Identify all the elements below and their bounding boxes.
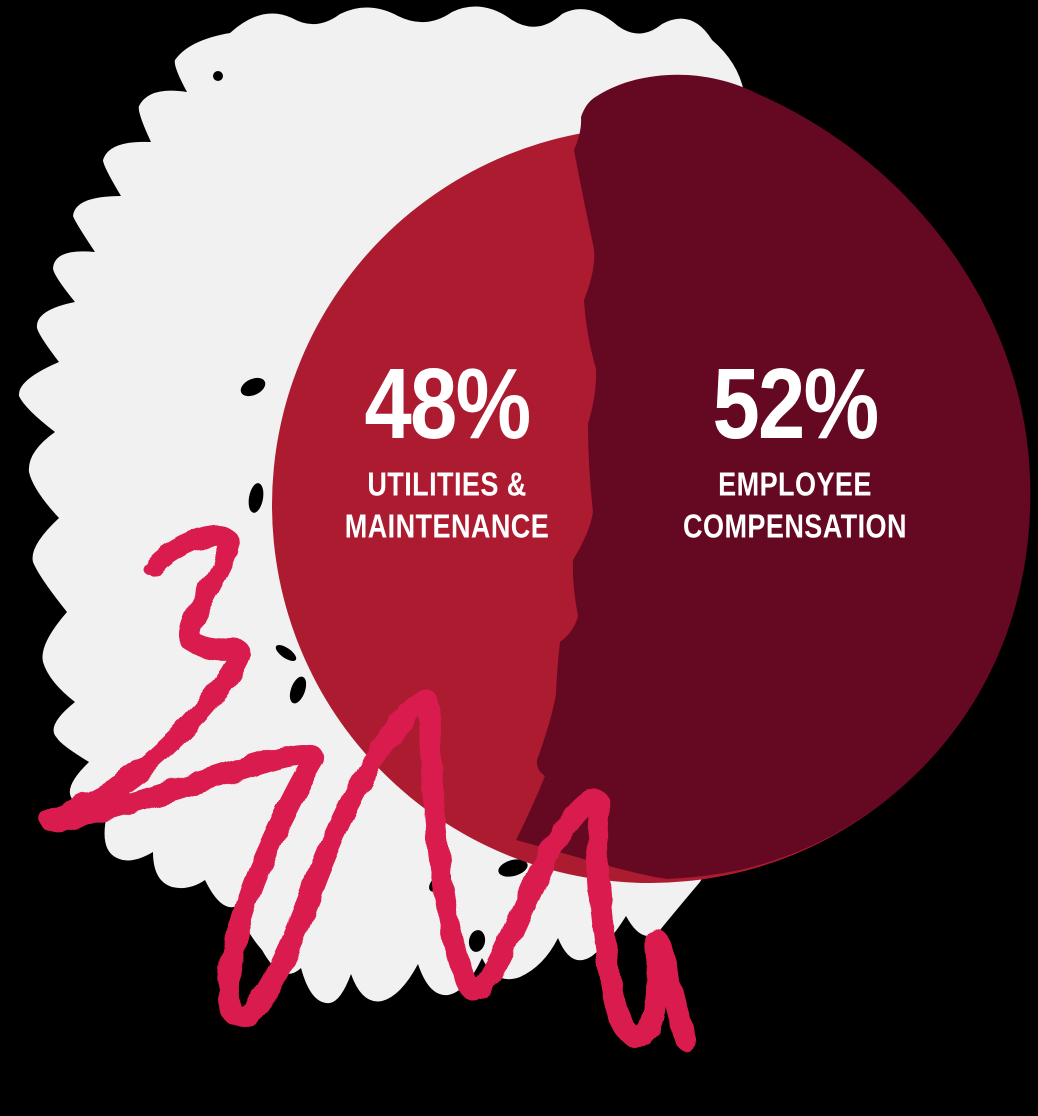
speckle	[240, 377, 266, 397]
speckle	[275, 644, 297, 662]
speckle	[289, 676, 307, 704]
scribble-stroke	[39, 525, 697, 1051]
speckle	[498, 859, 528, 877]
speckle	[468, 930, 486, 952]
speckle	[213, 71, 223, 81]
speckle	[248, 483, 264, 513]
pie-slice-employee-compensation	[516, 74, 1031, 879]
brush-scribble	[39, 525, 697, 1051]
